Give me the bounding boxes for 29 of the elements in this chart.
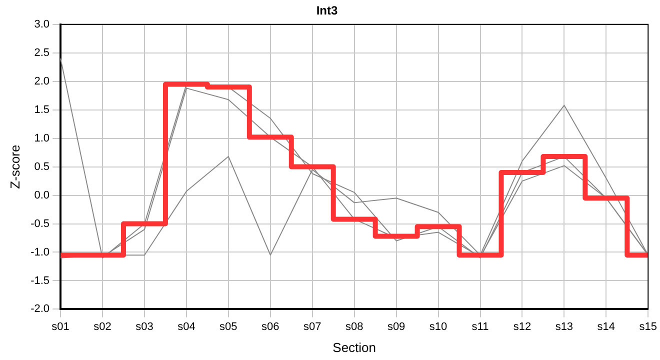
x-tick-label: s10 [429,320,448,333]
y-tick-label: -1.0 [30,246,50,258]
x-tick-label: s09 [387,320,406,333]
y-tick-label: 0.0 [34,189,50,202]
y-tick-label: 0.5 [34,160,50,173]
y-tick-label: 2.5 [34,46,50,59]
x-tick-label: s08 [345,320,364,333]
x-tick-label: s15 [639,320,658,333]
x-tick-label: s12 [513,320,532,333]
y-tick-label: -2.0 [30,303,50,316]
x-tick-label: s01 [52,320,70,333]
x-tick-label: s04 [178,320,196,333]
x-tick-label: s07 [304,320,322,333]
y-tick-label: 1.5 [34,104,50,116]
x-tick-label: s14 [597,320,616,333]
x-tick-label: s05 [220,320,238,333]
y-tick-label: 1.0 [34,132,50,144]
x-axis-title: Section [332,340,376,355]
y-tick-label: 2.0 [34,75,50,88]
y-axis-title: Z-score [7,144,22,189]
x-tick-label: s06 [262,320,280,333]
y-tick-label: -1.5 [30,274,50,287]
chart-title: Int3 [316,4,338,18]
x-tick-label: s03 [136,320,154,333]
x-tick-label: s11 [472,320,489,333]
y-tick-label: 3.0 [34,18,50,30]
y-tick-label: -0.5 [30,218,50,230]
x-tick-label: s02 [94,320,112,333]
x-tick-label: s13 [555,320,574,333]
